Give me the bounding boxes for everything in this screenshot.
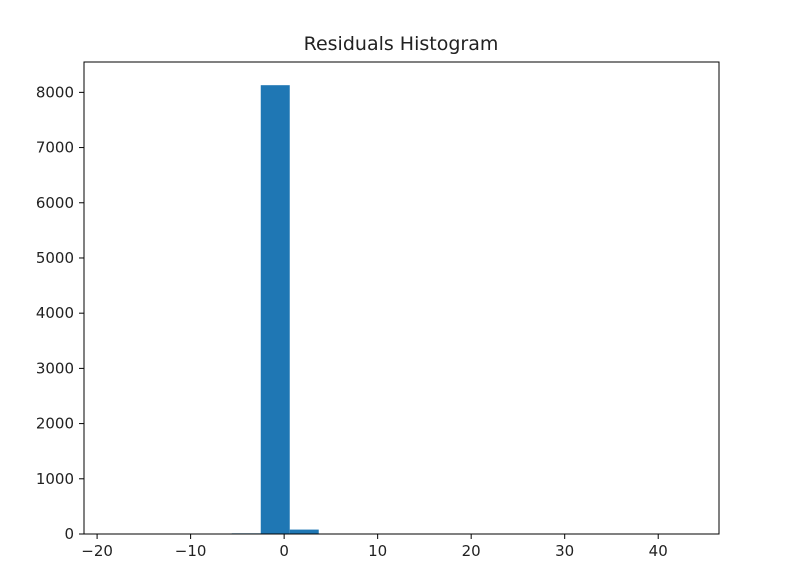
x-tick-label: 0	[279, 542, 289, 560]
axes-frame	[83, 61, 720, 535]
y-tick-label: 2000	[36, 415, 74, 433]
y-tick-label: 3000	[36, 359, 74, 377]
x-tick-label: 30	[555, 542, 574, 560]
x-tick-label: −20	[81, 542, 113, 560]
y-tick-label: 5000	[36, 249, 74, 267]
y-tick-label: 4000	[36, 304, 74, 322]
x-axis-ticks: −20 −10 0 10 20 30 40	[81, 534, 668, 560]
x-tick-label: 10	[368, 542, 387, 560]
y-axis-ticks: 0 1000 2000 3000 4000 5000 6000 7000 8000	[36, 83, 84, 543]
x-tick-label: 40	[649, 542, 668, 560]
y-tick-label: 8000	[36, 83, 74, 101]
x-tick-label: 20	[462, 542, 481, 560]
y-tick-label: 6000	[36, 194, 74, 212]
y-tick-label: 0	[64, 525, 74, 543]
y-tick-label: 1000	[36, 470, 74, 488]
y-tick-label: 7000	[36, 139, 74, 157]
histogram-bar	[289, 529, 319, 534]
chart-title: Residuals Histogram	[304, 33, 499, 55]
histogram-bar	[260, 85, 290, 534]
x-tick-label: −10	[175, 542, 207, 560]
